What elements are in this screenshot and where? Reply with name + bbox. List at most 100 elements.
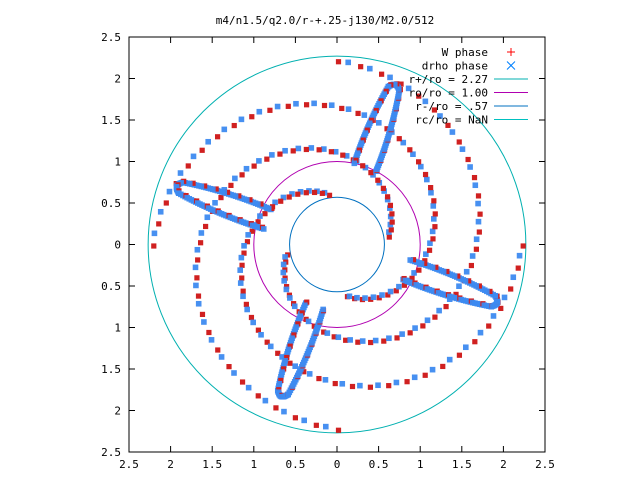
drho-phase-point: [381, 188, 387, 194]
drho-phase-point: [193, 282, 199, 289]
w-phase-point: [311, 323, 317, 329]
y-tick-label: 1.5: [101, 363, 121, 376]
plot-area: [147, 55, 527, 434]
w-phase-point: [378, 98, 384, 104]
w-phase-point: [375, 177, 381, 183]
drho-phase-point: [306, 188, 312, 194]
w-phase-point: [264, 156, 270, 162]
w-phase-point: [255, 393, 261, 399]
drho-phase-point: [260, 226, 267, 232]
legend-label: ro/ro = 1.00: [409, 87, 488, 100]
w-phase-point: [249, 228, 255, 234]
w-phase-point: [471, 174, 478, 181]
drho-phase-point: [282, 147, 288, 154]
w-phase-point: [473, 246, 479, 252]
drho-phase-point: [243, 165, 250, 172]
drho-phase-point: [359, 338, 366, 344]
w-phase-point: [198, 240, 204, 246]
w-phase-point: [416, 267, 422, 273]
legend-label: W phase: [442, 46, 488, 59]
drho-phase-point: [357, 382, 363, 389]
drho-phase-point: [424, 317, 431, 324]
w-phase-point: [432, 314, 438, 320]
x-tick-label: 1.5: [202, 458, 222, 471]
w-phase-point: [385, 292, 391, 298]
w-phase-point: [273, 405, 279, 411]
drho-phase-point: [428, 189, 434, 196]
w-phase-point: [409, 275, 415, 281]
drho-phase-point: [405, 85, 412, 92]
w-phase-point: [373, 107, 379, 114]
drho-phase-point: [305, 318, 312, 325]
x-tick-label: 2.5: [119, 458, 139, 471]
drho-phase-point: [321, 146, 327, 152]
drho-phase-point: [339, 380, 346, 387]
w-phase-point: [303, 102, 310, 108]
drho-phase-point: [245, 232, 251, 238]
drho-phase-point: [166, 188, 173, 195]
w-phase-point: [335, 427, 342, 433]
w-phase-point: [195, 257, 201, 263]
drho-phase-point: [475, 218, 482, 225]
drho-phase-point: [501, 294, 508, 301]
drho-phase-point: [462, 344, 469, 351]
w-phase-point: [239, 172, 245, 178]
x-tick-label: 2.5: [535, 458, 555, 471]
w-phase-point: [453, 291, 459, 297]
w-phase-point: [251, 163, 257, 169]
w-phase-point: [428, 185, 434, 191]
w-phase-point: [195, 293, 202, 299]
w-phase-point: [358, 64, 364, 70]
drho-phase-point: [177, 170, 184, 176]
drho-phase-point: [328, 102, 335, 109]
drho-phase-point: [272, 199, 278, 206]
w-phase-point: [487, 288, 493, 295]
drho-phase-point: [267, 343, 274, 350]
drho-phase-point: [283, 286, 290, 293]
drho-phase-point: [190, 153, 197, 160]
w-phase-point: [311, 189, 318, 196]
w-phase-point: [466, 278, 472, 284]
w-phase-point: [398, 81, 404, 87]
w-phase-point: [431, 107, 438, 113]
y-tick-label: 1: [114, 156, 121, 169]
w-phase-point: [299, 310, 305, 316]
y-tick-label: 2: [114, 73, 121, 86]
w-phase-point: [389, 219, 395, 225]
y-tick-label: 2.5: [101, 446, 121, 459]
w-phase-point: [278, 377, 284, 384]
w-phase-point: [277, 151, 283, 157]
drho-phase-point: [343, 153, 350, 159]
w-phase-point: [401, 282, 408, 288]
w-phase-point: [321, 329, 327, 335]
drho-phase-point: [430, 203, 437, 209]
drho-phase-point: [274, 103, 281, 110]
drho-phase-point: [256, 158, 262, 164]
w-phase-point: [303, 146, 309, 153]
drho-phase-point: [387, 74, 393, 81]
x-tick-label: 1: [417, 458, 424, 471]
drho-phase-point: [320, 306, 326, 313]
w-phase-point: [422, 260, 428, 266]
drho-phase-point: [422, 98, 429, 105]
w-phase-point: [269, 205, 275, 212]
w-phase-point: [476, 229, 482, 235]
y-tick-label: 0.5: [101, 197, 121, 210]
w-phase-point: [331, 334, 337, 340]
drho-phase-point: [240, 293, 246, 300]
drho-phase-point: [361, 112, 368, 118]
x-tick-label: 0.5: [369, 458, 389, 471]
drho-phase-point: [429, 228, 436, 235]
w-phase-point: [239, 275, 245, 281]
w-phase-point: [468, 262, 475, 269]
legend-label: drho phase: [422, 60, 488, 73]
drho-phase-point: [386, 335, 392, 342]
drho-phase-point: [472, 182, 479, 189]
w-phase-point: [291, 332, 297, 338]
chart-title: m4/n1.5/q2.0/r-+.25-j130/M2.0/512: [216, 14, 435, 27]
drho-phase-point: [205, 138, 212, 145]
radius-circle-2: [253, 161, 421, 328]
w-phase-point: [394, 335, 400, 341]
